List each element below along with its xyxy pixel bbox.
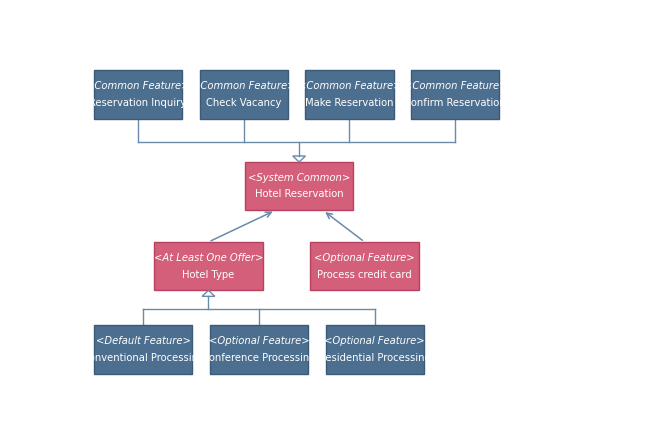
FancyBboxPatch shape	[210, 325, 308, 374]
FancyBboxPatch shape	[154, 242, 263, 291]
Text: <Optional Feature>: <Optional Feature>	[315, 253, 415, 263]
Text: <Optional Feature>: <Optional Feature>	[324, 336, 425, 346]
Text: Conference Processing: Conference Processing	[202, 353, 316, 363]
Text: Check Vacancy: Check Vacancy	[206, 98, 281, 108]
Text: <At Least One Offer>: <At Least One Offer>	[154, 253, 263, 263]
Text: Confirm Reservation: Confirm Reservation	[404, 98, 506, 108]
Text: Hotel Type: Hotel Type	[182, 269, 235, 280]
Text: <Default Feature>: <Default Feature>	[96, 336, 190, 346]
FancyBboxPatch shape	[411, 70, 499, 119]
Text: <Common Feature>: <Common Feature>	[192, 81, 296, 91]
FancyBboxPatch shape	[306, 70, 393, 119]
FancyBboxPatch shape	[311, 242, 419, 291]
Text: Reservation Inquiry: Reservation Inquiry	[89, 98, 187, 108]
FancyBboxPatch shape	[94, 325, 192, 374]
Text: <Common Feature>: <Common Feature>	[86, 81, 190, 91]
Text: Residential Processing: Residential Processing	[318, 353, 430, 363]
FancyBboxPatch shape	[245, 162, 354, 210]
FancyBboxPatch shape	[200, 70, 288, 119]
Text: Hotel Reservation: Hotel Reservation	[255, 190, 343, 200]
Text: <Optional Feature>: <Optional Feature>	[209, 336, 309, 346]
Text: Make Reservation: Make Reservation	[306, 98, 394, 108]
FancyBboxPatch shape	[94, 70, 182, 119]
Text: <System Common>: <System Common>	[248, 173, 350, 183]
Text: Conventional Processing: Conventional Processing	[82, 353, 204, 363]
FancyBboxPatch shape	[326, 325, 424, 374]
Text: <Common Feature>: <Common Feature>	[298, 81, 401, 91]
Text: Process credit card: Process credit card	[317, 269, 412, 280]
Text: <Common Feature>: <Common Feature>	[404, 81, 507, 91]
